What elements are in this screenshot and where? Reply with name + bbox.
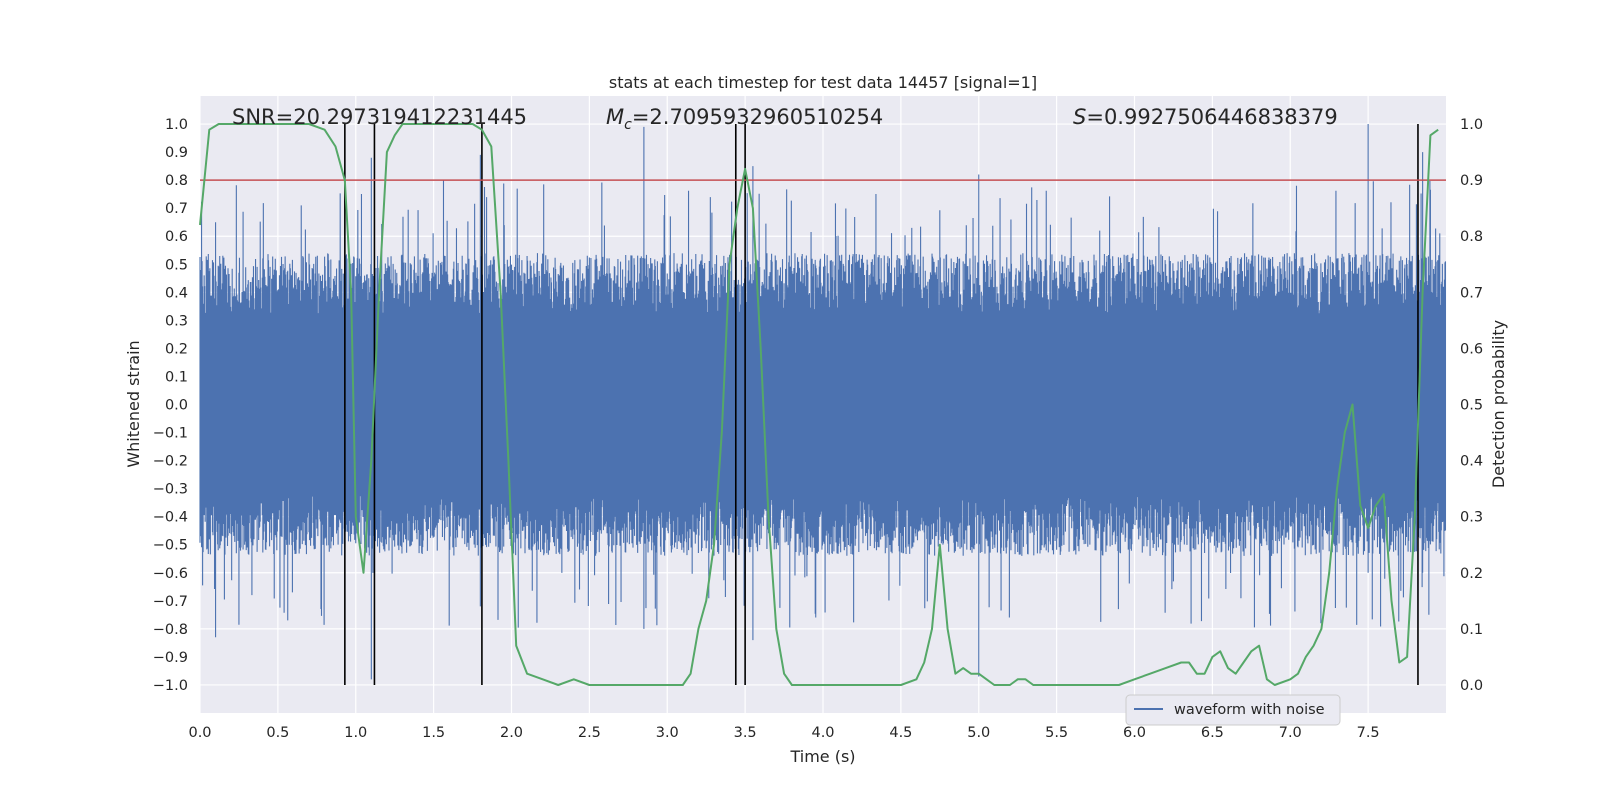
y2-tick-label: 0.6: [1460, 341, 1483, 357]
waveform-series: [199, 124, 1447, 680]
y-tick-label: −0.1: [153, 426, 188, 442]
x-tick-label: 3.0: [656, 725, 679, 741]
y2-tick-label: 1.0: [1460, 117, 1483, 133]
x-tick-label: 5.0: [967, 725, 990, 741]
detection-probability-line: [199, 123, 1439, 686]
y-tick-label: 0.1: [165, 369, 188, 385]
y2-tick-label: 0.9: [1460, 173, 1483, 189]
y2-tick-label: 0.5: [1460, 398, 1483, 414]
x-tick-label: 6.5: [1201, 725, 1224, 741]
y2-tick-labels: 0.0 0.1 0.2 0.3 0.4 0.5 0.6 0.7 0.8 0.9 1.0: [1460, 117, 1483, 694]
y2-tick-label: 0.3: [1460, 510, 1483, 526]
y-tick-label: −0.6: [153, 566, 188, 582]
score-annotation: S=0.9927506446838379: [1073, 105, 1338, 129]
legend: waveform with noise: [1125, 694, 1341, 726]
y2-tick-label: 0.4: [1460, 454, 1483, 470]
chirp-mass-value: =2.7095932960510254: [632, 105, 883, 129]
y-tick-label: −0.3: [153, 482, 188, 498]
y-tick-label: 0.2: [165, 341, 188, 357]
y-tick-label: −0.7: [153, 594, 188, 610]
score-value: =0.9927506446838379: [1086, 105, 1337, 129]
y-tick-label: −0.9: [153, 650, 188, 666]
score-symbol: S: [1073, 105, 1086, 129]
x-tick-label: 2.0: [500, 725, 523, 741]
y-tick-label: −1.0: [153, 678, 188, 694]
x-tick-label: 2.5: [578, 725, 601, 741]
y-tick-label: 0.9: [165, 145, 188, 161]
y2-tick-label: 0.1: [1460, 622, 1483, 638]
y2-tick-label: 0.7: [1460, 285, 1483, 301]
chirp-mass-annotation: Mc=2.7095932960510254: [606, 105, 883, 133]
chirp-mass-subscript: c: [624, 117, 632, 133]
y2-axis-title: Detection probability: [1489, 320, 1508, 488]
y2-tick-label: 0.2: [1460, 566, 1483, 582]
x-tick-label: 0.5: [266, 725, 289, 741]
x-axis-title: Time (s): [789, 747, 855, 766]
y-tick-labels: −1.0 −0.9 −0.8 −0.7 −0.6 −0.5 −0.4 −0.3 −0.2 −0.1…: [153, 117, 188, 694]
y2-tick-label: 0.0: [1460, 678, 1483, 694]
y-tick-label: 0.3: [165, 313, 188, 329]
y-tick-label: −0.8: [153, 622, 188, 638]
x-tick-labels: 0.0 0.5 1.0 1.5 2.0 2.5 3.0 3.5 4.0 4.5 5.0 5.5 6.0 6…: [188, 725, 1379, 741]
x-tick-label: 5.5: [1045, 725, 1068, 741]
y-tick-label: −0.5: [153, 538, 188, 554]
y-tick-label: 0.8: [165, 173, 188, 189]
y2-tick-label: 0.8: [1460, 229, 1483, 245]
x-tick-label: 1.0: [344, 725, 367, 741]
y-tick-label: 0.4: [165, 285, 188, 301]
x-tick-label: 4.5: [889, 725, 912, 741]
x-tick-label: 4.0: [811, 725, 834, 741]
y-tick-label: 0.5: [165, 257, 188, 273]
y-tick-label: −0.2: [153, 454, 188, 470]
chart-title: stats at each timestep for test data 144…: [609, 73, 1037, 92]
vertical-markers: [344, 124, 1419, 685]
y-tick-label: 0.7: [165, 201, 188, 217]
y-tick-label: −0.4: [153, 510, 188, 526]
x-tick-label: 7.0: [1279, 725, 1302, 741]
waveform-path: [199, 124, 1447, 680]
legend-box: [1125, 694, 1341, 726]
x-tick-label: 7.5: [1357, 725, 1380, 741]
x-tick-label: 3.5: [734, 725, 757, 741]
y-axis-title: Whitened strain: [124, 340, 143, 467]
y-tick-label: 1.0: [165, 117, 188, 133]
y-tick-label: 0.6: [165, 229, 188, 245]
legend-label: waveform with noise: [1174, 702, 1325, 718]
chirp-mass-symbol: M: [606, 105, 624, 129]
x-tick-label: 0.0: [188, 725, 211, 741]
snr-annotation: SNR=20.297319412231445: [232, 105, 527, 129]
x-tick-label: 1.5: [422, 725, 445, 741]
x-tick-label: 6.0: [1123, 725, 1146, 741]
y-tick-label: 0.0: [165, 398, 188, 414]
